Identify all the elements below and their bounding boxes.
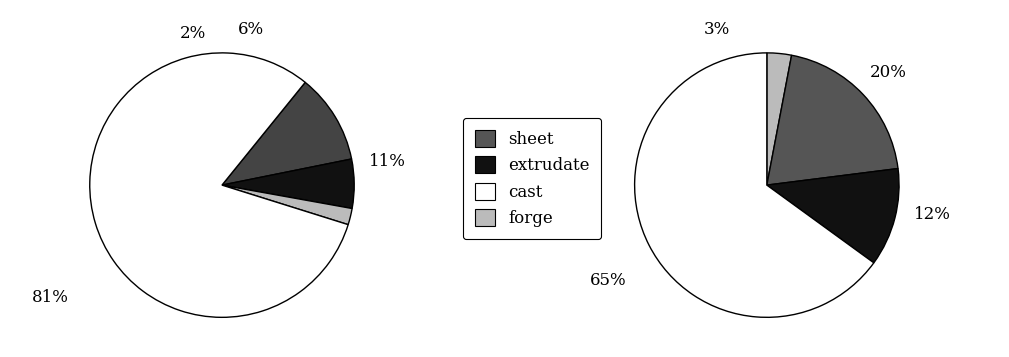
Wedge shape bbox=[767, 53, 792, 185]
Wedge shape bbox=[635, 53, 874, 317]
Text: 20%: 20% bbox=[870, 64, 907, 81]
Wedge shape bbox=[767, 55, 898, 185]
Text: 11%: 11% bbox=[369, 153, 406, 170]
Text: 3%: 3% bbox=[703, 21, 730, 37]
Text: 81%: 81% bbox=[31, 289, 69, 306]
Text: 65%: 65% bbox=[590, 272, 627, 289]
Wedge shape bbox=[222, 82, 351, 185]
Legend: sheet, extrudate, cast, forge: sheet, extrudate, cast, forge bbox=[463, 118, 601, 239]
Wedge shape bbox=[222, 159, 354, 208]
Wedge shape bbox=[222, 185, 352, 225]
Text: 12%: 12% bbox=[914, 206, 950, 223]
Text: 6%: 6% bbox=[238, 21, 264, 37]
Wedge shape bbox=[767, 169, 899, 263]
Text: 2%: 2% bbox=[180, 25, 206, 41]
Wedge shape bbox=[90, 53, 348, 317]
